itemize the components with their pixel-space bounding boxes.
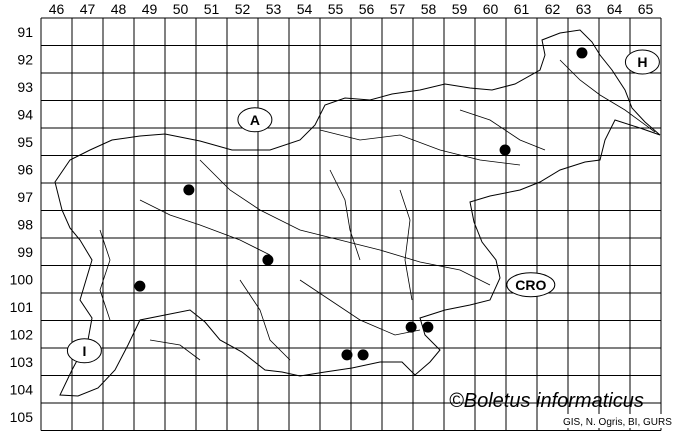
row-label: 101 — [10, 299, 34, 315]
record-dot — [183, 184, 195, 196]
column-label: 49 — [142, 1, 158, 17]
record-dot — [134, 280, 146, 292]
column-label: 63 — [576, 1, 592, 17]
column-label: 60 — [483, 1, 499, 17]
row-label: 92 — [17, 51, 33, 67]
column-label: 62 — [545, 1, 561, 17]
column-label: 61 — [514, 1, 530, 17]
row-label: 96 — [17, 161, 33, 177]
row-label: 99 — [17, 244, 33, 260]
row-label: 93 — [17, 79, 33, 95]
region-label-ellipse — [506, 272, 556, 298]
row-label: 95 — [17, 134, 33, 150]
copyright-text: ©Boletus informaticus — [449, 390, 644, 412]
column-label: 54 — [297, 1, 313, 17]
records-layer — [134, 47, 588, 361]
row-label: 100 — [10, 271, 34, 287]
region-label-ellipse — [66, 338, 102, 364]
column-label: 55 — [328, 1, 344, 17]
column-label: 51 — [204, 1, 220, 17]
column-label: 56 — [359, 1, 375, 17]
row-label: 94 — [17, 106, 33, 122]
record-dot — [576, 47, 588, 59]
country-border — [54, 29, 661, 397]
record-dot — [357, 349, 369, 361]
record-dot — [405, 321, 417, 333]
record-dot — [422, 321, 434, 333]
region-label: CRO — [515, 277, 546, 293]
row-label: 104 — [10, 381, 34, 397]
region-label: A — [250, 112, 260, 128]
column-label: 58 — [421, 1, 437, 17]
column-label: 59 — [452, 1, 468, 17]
region-label-ellipse — [237, 107, 273, 133]
column-label: 64 — [607, 1, 623, 17]
row-label: 97 — [17, 189, 33, 205]
column-label: 52 — [235, 1, 251, 17]
column-label: 46 — [49, 1, 65, 17]
column-label: 48 — [111, 1, 127, 17]
column-label: 65 — [638, 1, 654, 17]
rivers — [99, 59, 656, 361]
column-label: 53 — [266, 1, 282, 17]
region-labels: A H CRO I — [66, 49, 660, 364]
slovenia-outline — [54, 29, 661, 397]
credits-text: GIS, N. Ogris, BI, GURS — [563, 417, 672, 428]
region-label: I — [82, 343, 86, 359]
row-label: 105 — [10, 409, 34, 425]
region-label: H — [637, 54, 647, 70]
grid: 46 47 48 49 50 51 52 53 54 55 56 57 58 59 60 61 62 63 64 65… — [10, 1, 662, 431]
row-label: 91 — [17, 24, 33, 40]
row-label: 102 — [10, 326, 34, 342]
column-label: 57 — [390, 1, 406, 17]
record-dot — [262, 254, 274, 266]
record-dot — [499, 144, 511, 156]
column-label: 47 — [80, 1, 96, 17]
column-label: 50 — [173, 1, 189, 17]
row-label: 103 — [10, 354, 34, 370]
record-dot — [341, 349, 353, 361]
row-label: 98 — [17, 216, 33, 232]
region-label-ellipse — [624, 49, 660, 75]
